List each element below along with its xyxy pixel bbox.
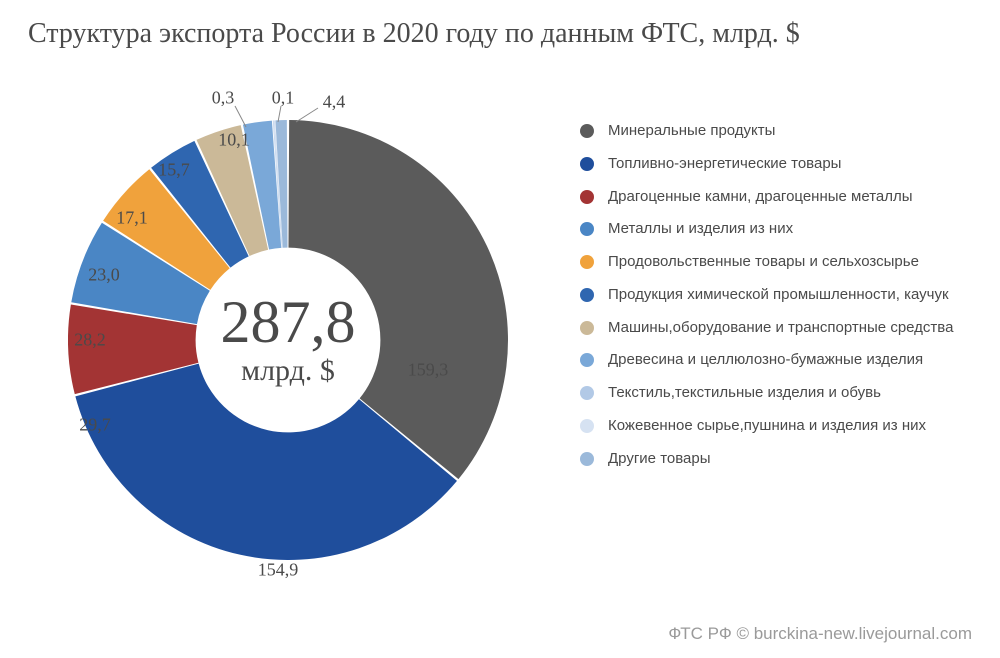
legend-item: Кожевенное сырье,пушнина и изделия из ни…	[580, 417, 980, 436]
legend-swatch	[580, 386, 594, 400]
chart-container: Структура экспорта России в 2020 году по…	[0, 0, 1000, 658]
legend-label: Минеральные продукты	[608, 122, 980, 141]
legend-swatch	[580, 321, 594, 335]
legend-item: Древесина и целлюлозно-бумажные изделия	[580, 351, 980, 370]
legend-swatch	[580, 288, 594, 302]
slice-value-label: 17,1	[116, 208, 148, 229]
legend-item: Текстиль,текстильные изделия и обувь	[580, 384, 980, 403]
legend-swatch	[580, 419, 594, 433]
legend-item: Драгоценные камни, драгоценные металлы	[580, 188, 980, 207]
legend: Минеральные продукты Топливно-энергетичес…	[580, 122, 980, 482]
slice-value-label: 0,3	[212, 88, 235, 109]
legend-swatch	[580, 190, 594, 204]
legend-label: Драгоценные камни, драгоценные металлы	[608, 188, 980, 207]
legend-swatch	[580, 124, 594, 138]
legend-item: Другие товары	[580, 450, 980, 469]
legend-swatch	[580, 255, 594, 269]
legend-label: Древесина и целлюлозно-бумажные изделия	[608, 351, 980, 370]
legend-label: Машины,оборудование и транспортные средс…	[608, 319, 980, 338]
legend-item: Минеральные продукты	[580, 122, 980, 141]
slice-value-label: 23,0	[88, 265, 120, 286]
legend-item: Машины,оборудование и транспортные средс…	[580, 319, 980, 338]
legend-swatch	[580, 452, 594, 466]
legend-label: Продовольственные товары и сельхозсырье	[608, 253, 980, 272]
legend-swatch	[580, 353, 594, 367]
slice-value-label: 29,7	[79, 415, 111, 436]
donut-chart	[68, 120, 508, 560]
slice-value-label: 159,3	[408, 360, 449, 381]
slice-value-label: 154,9	[258, 560, 299, 581]
legend-label: Текстиль,текстильные изделия и обувь	[608, 384, 980, 403]
legend-item: Продукция химической промышленности, кау…	[580, 286, 980, 305]
legend-item: Продовольственные товары и сельхозсырье	[580, 253, 980, 272]
chart-title: Структура экспорта России в 2020 году по…	[28, 18, 800, 50]
slice-value-label: 28,2	[74, 330, 106, 351]
legend-label: Топливно-энергетические товары	[608, 155, 980, 174]
slice-value-label: 0,1	[272, 88, 295, 109]
legend-label: Продукция химической промышленности, кау…	[608, 286, 980, 305]
attribution: ФТС РФ © burckina-new.livejournal.com	[668, 624, 972, 644]
legend-swatch	[580, 157, 594, 171]
slice-value-label: 4,4	[323, 92, 346, 113]
legend-label: Другие товары	[608, 450, 980, 469]
legend-swatch	[580, 222, 594, 236]
slice-value-label: 10,1	[218, 130, 250, 151]
legend-item: Металлы и изделия из них	[580, 220, 980, 239]
legend-label: Металлы и изделия из них	[608, 220, 980, 239]
legend-item: Топливно-энергетические товары	[580, 155, 980, 174]
legend-label: Кожевенное сырье,пушнина и изделия из ни…	[608, 417, 980, 436]
chart-area: 287,8 млрд. $ 159,3154,929,728,223,017,1…	[28, 70, 548, 610]
slice-value-label: 15,7	[158, 160, 190, 181]
donut-slice	[288, 120, 508, 479]
